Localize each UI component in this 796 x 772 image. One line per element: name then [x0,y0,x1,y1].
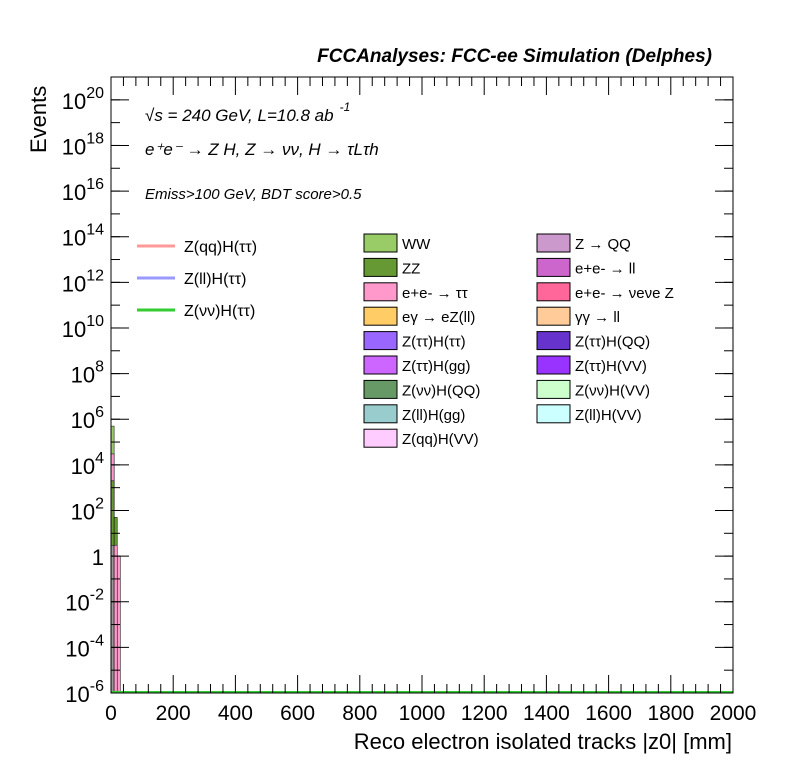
legend-background-label: Z(ττ)H(gg) [402,358,471,375]
plot-header: FCCAnalyses: FCC-ee Simulation (Delphes) [317,46,712,67]
legend-swatch [536,233,571,253]
legend-background-label: Z(ll)H(gg) [402,407,465,424]
legend-swatch [536,331,571,351]
legend-background-label: e+e- → ττ [402,285,468,302]
x-axis-ticks: 0 200 400 600 800 1000 1200 1400 1600 1800 2000 [105,77,756,725]
legend-background-label: WW [402,236,431,253]
legend-swatch [536,257,571,277]
legend-background-label: Z → QQ [575,236,631,253]
legend-background-label: γγ → ll [575,309,620,326]
legend-background-label: Z(νν)H(QQ) [402,382,480,399]
y-tick-label: 10-2 [65,587,104,616]
legend-background-label: Z(qq)H(VV) [402,431,479,448]
y-tick-label: 108 [71,359,104,388]
legend-swatch [536,282,571,302]
y-axis-label: Events [26,86,51,153]
x-tick-label: 1600 [585,702,632,725]
legend-swatch [363,379,398,399]
x-tick-label: 400 [218,702,253,725]
y-tick-label: 1012 [62,267,104,296]
x-tick-label: 0 [105,702,117,725]
x-tick-label: 600 [280,702,315,725]
y-tick-label: 1014 [62,222,104,251]
y-tick-label: 106 [71,404,104,433]
legend-background-label: Z(ττ)H(ττ) [402,334,466,351]
histogram-bars [110,425,733,694]
legend-swatch [363,428,398,448]
legend-swatch [536,379,571,399]
legend-swatch [363,355,398,375]
x-tick-label: 2000 [710,702,757,725]
plot-annotations: √s = 240 GeV, L=10.8 ab -1 e⁺e⁻ → Z H, Z … [145,100,379,203]
y-tick-label: 1016 [62,176,104,205]
legend-signal-label: Z(νν)H(ττ) [184,303,255,320]
y-tick-label: 104 [71,450,104,479]
legend-background-label: ZZ [402,260,420,277]
y-tick-label: 1 [92,545,104,570]
legend-swatch [363,331,398,351]
legend-swatch [536,355,571,375]
legend-background-label: Z(νν)H(VV) [575,382,650,399]
legend-swatch [536,306,571,326]
y-tick-label: 102 [71,495,104,524]
process-label: e⁺e⁻ → Z H, Z → νν, H → τLτh [145,140,379,159]
x-tick-label: 1200 [461,702,508,725]
legend-signal-label: Z(qq)H(ττ) [184,239,257,256]
y-tick-label: 10-6 [65,678,104,707]
y-tick-label: 1020 [62,85,104,114]
legend-swatch [363,306,398,326]
legend: Z(qq)H(ττ) Z(ll)H(ττ) Z(νν)H(ττ) WW Z → QQ ZZ… [137,233,674,448]
legend-swatch [363,233,398,253]
x-tick-label: 1800 [647,702,694,725]
bar-bin1-1 [113,544,118,694]
x-tick-label: 1000 [399,702,446,725]
selection-label: Emiss>100 GeV, BDT score>0.5 [145,186,362,203]
legend-background-label: Z(ττ)H(QQ) [575,334,650,351]
x-tick-label: 800 [342,702,377,725]
legend-background-label: eγ → eZ(ll) [402,309,475,326]
y-tick-label: 1018 [62,130,104,159]
legend-background-label: Z(ll)H(VV) [575,407,642,424]
y-tick-label: 10-4 [65,632,104,661]
legend-swatch [363,404,398,424]
x-axis-label: Reco electron isolated tracks |z0| [mm] [354,729,732,754]
legend-background-label: e+e- → νeνe Z [575,285,674,302]
legend-background-label: Z(ττ)H(VV) [575,358,647,375]
legend-swatch [536,404,571,424]
legend-swatch [363,282,398,302]
x-tick-label: 200 [156,702,191,725]
legend-swatch [363,257,398,277]
legend-background-label: e+e- → ll [575,260,635,277]
x-tick-label: 1400 [523,702,570,725]
y-tick-label: 1010 [62,313,104,342]
y-axis-ticks: 10-6 10-4 10-2 1 102 104 106 108 1010 1012 1014 101… [62,76,733,707]
energy-luminosity-label: √s = 240 GeV, L=10.8 ab -1 [145,100,350,125]
legend-signal-label: Z(ll)H(ττ) [184,271,246,288]
